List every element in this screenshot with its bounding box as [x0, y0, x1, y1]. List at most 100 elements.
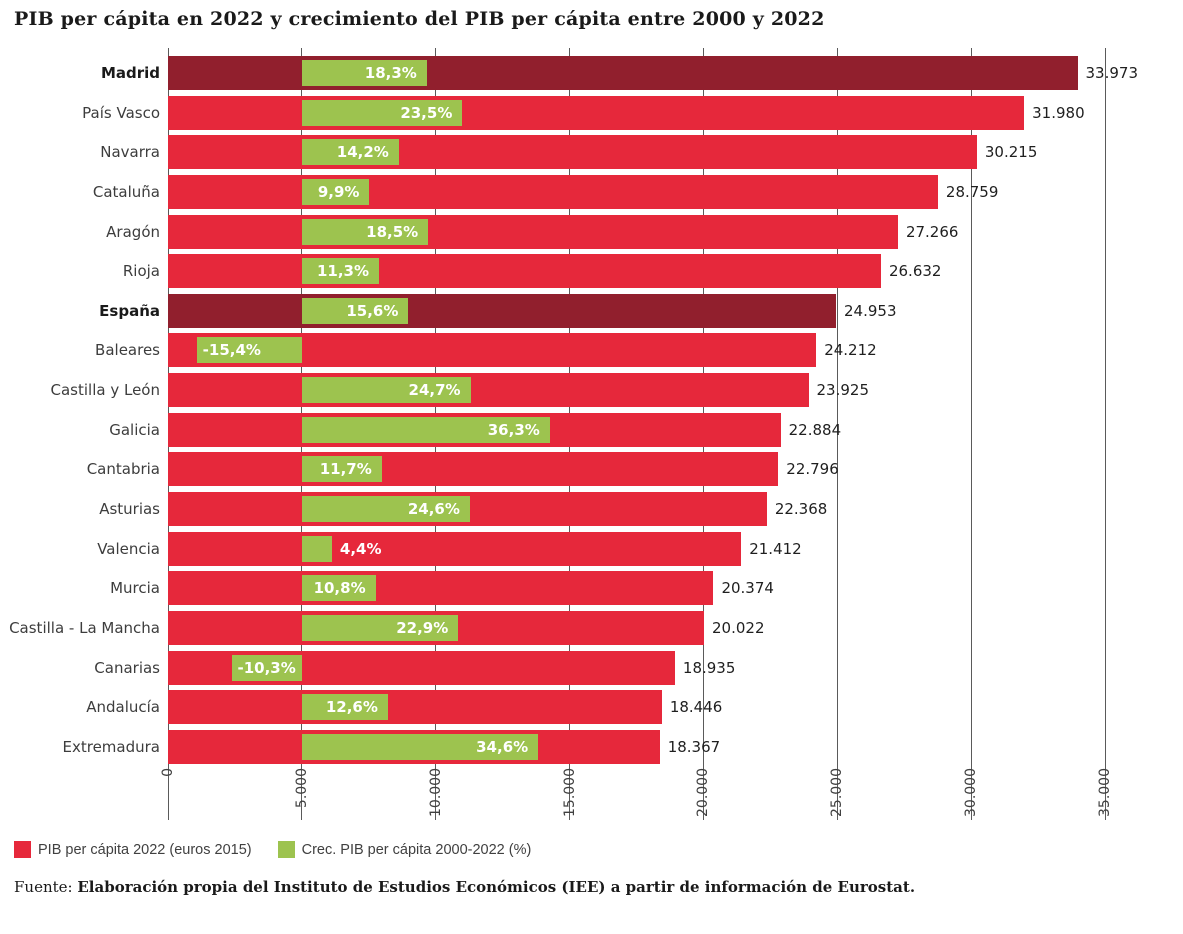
growth-bar: 11,3% — [301, 258, 380, 285]
growth-value-label: 12,6% — [325, 698, 378, 717]
growth-value-label: 14,2% — [336, 143, 389, 162]
region-label: Extremadura — [62, 737, 161, 756]
pib-value-label: 18.367 — [667, 737, 721, 756]
region-label: Castilla y León — [50, 381, 160, 400]
x-axis-tick-label: 5.000 — [293, 768, 310, 809]
chart-title: PIB per cápita en 2022 y crecimiento del… — [14, 8, 825, 30]
legend-item-pib: PIB per cápita 2022 (euros 2015) — [14, 841, 252, 858]
pib-value-label: 18.935 — [682, 658, 736, 677]
growth-bar: 14,2% — [301, 139, 399, 166]
growth-value-label: 10,8% — [313, 579, 366, 598]
pib-value-label: 30.215 — [984, 143, 1038, 162]
pib-value-label: 23.925 — [816, 381, 870, 400]
pib-value-label: 31.980 — [1032, 103, 1085, 122]
growth-value-label: -15,4% — [202, 341, 261, 360]
legend: PIB per cápita 2022 (euros 2015) Crec. P… — [14, 841, 531, 858]
growth-bar: 24,6% — [301, 496, 470, 523]
growth-value-label: 11,3% — [316, 262, 370, 281]
growth-bar — [301, 535, 332, 562]
pib-value-label: 28.759 — [945, 182, 999, 201]
pib-value-label: 18.446 — [669, 698, 723, 717]
pib-value-label: 21.412 — [749, 539, 802, 558]
growth-bar: 22,9% — [301, 614, 459, 641]
x-axis-tick-label: 0 — [160, 768, 176, 777]
chart-row: Aragón 18,5% 27.266 — [106, 214, 1105, 249]
pib-bar — [168, 531, 742, 566]
region-label: Castilla - La Mancha — [9, 618, 160, 637]
pib-value-label: 20.374 — [721, 579, 774, 598]
chart-row: Asturias 24,6% 22.368 — [99, 492, 1105, 527]
pib-legend-label: PIB per cápita 2022 (euros 2015) — [38, 841, 252, 858]
chart-row: Canarias -10,3% 18.935 — [94, 650, 1105, 685]
pib-bar — [168, 373, 809, 408]
growth-value-label: -10,3% — [237, 658, 296, 677]
x-axis-tick-label: 20.000 — [695, 768, 712, 817]
region-label: Murcia — [110, 579, 160, 598]
growth-value-label: 11,7% — [319, 460, 372, 479]
pib-value-label: 24.953 — [844, 301, 897, 320]
pib-bar — [168, 452, 779, 487]
x-axis-tick-label: 10.000 — [427, 768, 444, 817]
chart-row: Murcia 10,8% 20.374 — [110, 571, 1105, 606]
growth-bar: 9,9% — [301, 178, 370, 205]
pib-value-label: 26.632 — [888, 262, 942, 281]
region-label: Madrid — [100, 64, 160, 82]
growth-bar: 11,7% — [301, 456, 382, 483]
pib-bar — [168, 690, 662, 725]
region-label: Asturias — [99, 500, 160, 519]
growth-value-label: 15,6% — [346, 301, 399, 320]
chart-row: Andalucía 12,6% 18.446 — [86, 690, 1105, 725]
growth-value-label: 4,4% — [339, 539, 382, 558]
pib-bar — [168, 571, 714, 606]
pib-value-label: 22.884 — [788, 420, 842, 439]
source-line: Fuente: Elaboración propia del Instituto… — [14, 878, 915, 896]
region-label: Valencia — [97, 539, 160, 558]
chart-row: Extremadura 34,6% 18.367 — [63, 729, 1105, 764]
growth-value-label: 24,7% — [408, 381, 461, 400]
pib-bar — [168, 135, 977, 170]
chart-row: Castilla y León 24,7% 23.925 — [51, 373, 1105, 408]
growth-bar: 36,3% — [301, 416, 550, 443]
growth-bar: 18,5% — [301, 218, 429, 245]
gridline — [836, 48, 838, 820]
region-label: Rioja — [122, 262, 160, 281]
x-axis-tick-label: 25.000 — [829, 768, 846, 817]
chart-row: Cataluña 9,9% 28.759 — [93, 174, 1105, 209]
growth-bar: 34,6% — [301, 733, 539, 760]
pib-value-label: 27.266 — [905, 222, 959, 241]
growth-value-label: 23,5% — [400, 103, 453, 122]
growth-bar: -10,3% — [231, 654, 302, 681]
legend-item-growth: Crec. PIB per cápita 2000-2022 (%) — [277, 841, 531, 858]
pib-value-label: 33.973 — [1085, 64, 1139, 82]
chart-row: Baleares -15,4% 24.212 — [95, 333, 1105, 368]
source-prefix: Fuente: — [14, 878, 73, 896]
x-axis-tick-label: 30.000 — [963, 768, 980, 817]
region-label: Cantabria — [86, 460, 160, 479]
chart: 0 5.000 10.000 15.000 20.000 25.000 30.000 35.0… — [9, 48, 1138, 820]
region-label: Aragón — [106, 222, 160, 241]
growth-value-label: 24,6% — [407, 500, 460, 519]
region-label: Galicia — [109, 420, 160, 439]
x-axis-tick-label: 35.000 — [1097, 768, 1113, 817]
pib-bar — [168, 174, 938, 209]
pib-value-label: 22.368 — [774, 500, 828, 519]
region-label: Canarias — [94, 658, 160, 677]
gridline — [1104, 48, 1106, 820]
growth-value-label: 18,5% — [366, 222, 419, 241]
chart-row: Cantabria 11,7% 22.796 — [87, 452, 1105, 487]
chart-row: Valencia 4,4% 21.412 — [97, 531, 1105, 566]
source-text: Elaboración propia del Instituto de Estu… — [77, 878, 916, 896]
growth-legend-swatch — [277, 841, 295, 858]
growth-value-label: 22,9% — [396, 618, 449, 637]
region-label: Navarra — [100, 143, 160, 162]
region-label: Cataluña — [92, 182, 160, 201]
pib-value-label: 24.212 — [824, 341, 877, 360]
region-label: País Vasco — [82, 103, 160, 122]
pib-bar — [168, 254, 881, 289]
region-label: Baleares — [95, 341, 160, 360]
chart-row: Rioja 11,3% 26.632 — [123, 254, 1105, 289]
region-label: Andalucía — [86, 698, 160, 717]
chart-row: España 15,6% 24.953 — [99, 293, 1105, 328]
growth-value-label: 36,3% — [487, 420, 540, 439]
